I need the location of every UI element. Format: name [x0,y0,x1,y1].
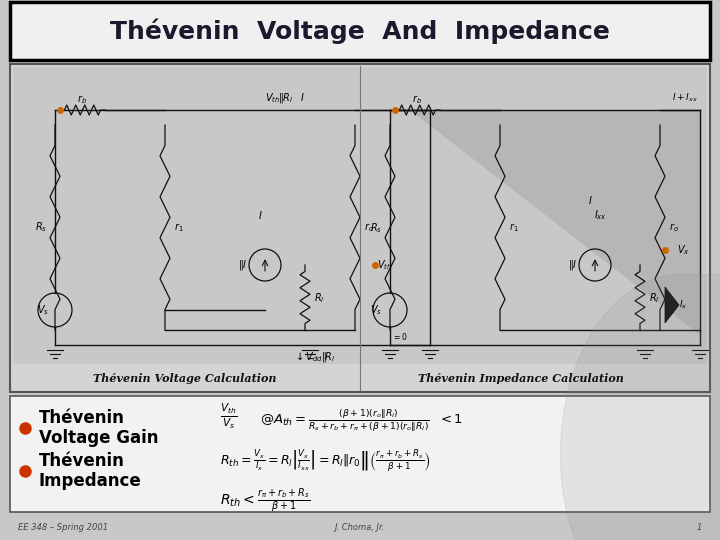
Text: $I$: $I$ [588,194,593,206]
Text: $R_{th} = \frac{V_x}{I_x} = R_l\left|\frac{V_x}{I_{xx}}\right| = R_l\Vert r_0\le: $R_{th} = \frac{V_x}{I_x} = R_l\left|\fr… [220,449,431,474]
Bar [10,396,710,512]
Text: $R_l$: $R_l$ [649,291,660,305]
Bar [10,2,710,60]
Text: $V_s$: $V_s$ [37,303,49,317]
Text: J. Choma, Jr.: J. Choma, Jr. [335,523,385,532]
Text: $r_b$: $r_b$ [412,93,422,106]
Text: Impedance: Impedance [39,472,142,490]
Text: $\downarrow V_{dd}\|\!R_l$: $\downarrow V_{dd}\|\!R_l$ [294,350,336,364]
Text: $R_s$: $R_s$ [35,221,47,234]
Text: Thévenin: Thévenin [39,453,125,470]
Text: Thévenin Impedance Calculation: Thévenin Impedance Calculation [418,373,624,383]
Polygon shape [410,110,700,335]
Text: $V_s$: $V_s$ [370,303,382,317]
Text: Thévenin  Voltage  And  Impedance: Thévenin Voltage And Impedance [110,18,610,44]
Polygon shape [665,287,679,323]
Text: $R_s$: $R_s$ [370,221,382,235]
Text: $@A_{th} = \frac{(\beta+1)(r_o\Vert R_l)}{R_s + r_b + r_{\pi} + (\beta+1)(r_o\Ve: $@A_{th} = \frac{(\beta+1)(r_o\Vert R_l)… [260,407,463,434]
Text: $V_{th}\|\!R_l\quad I$: $V_{th}\|\!R_l\quad I$ [265,91,305,105]
Text: $I_{xx}$: $I_{xx}$ [593,208,606,222]
Text: Voltage Gain: Voltage Gain [39,429,158,448]
Text: $I$: $I$ [258,209,262,221]
Bar [13,67,707,364]
Text: $V_x$: $V_x$ [677,243,689,257]
Text: $=0$: $=0$ [392,330,408,341]
Text: EE 348 – Spring 2001: EE 348 – Spring 2001 [18,523,108,532]
Text: Thévenin: Thévenin [39,409,125,428]
Text: 1: 1 [697,523,702,532]
Text: $r_1$: $r_1$ [174,221,184,234]
Bar [10,64,710,392]
Text: $\|I$: $\|I$ [238,258,248,272]
Text: $\|I$: $\|I$ [568,258,577,272]
Text: $R_{th} < \frac{r_{\pi}+r_b+R_s}{\beta+1}$: $R_{th} < \frac{r_{\pi}+r_b+R_s}{\beta+1… [220,486,310,515]
Text: $V_{th}$: $V_{th}$ [377,258,392,272]
Text: $\frac{V_{th}}{V_s}$: $\frac{V_{th}}{V_s}$ [220,402,238,431]
Text: $r_b$: $r_b$ [77,93,87,106]
Text: $I_x$: $I_x$ [679,299,688,311]
Text: $r_o$: $r_o$ [669,221,679,234]
Text: $I + I_{xx}$: $I + I_{xx}$ [672,92,698,104]
Text: Thévenin Voltage Calculation: Thévenin Voltage Calculation [94,373,276,383]
Text: $r_o$: $r_o$ [364,221,374,234]
Text: $r_1$: $r_1$ [509,221,519,234]
Text: $R_l$: $R_l$ [314,291,324,305]
